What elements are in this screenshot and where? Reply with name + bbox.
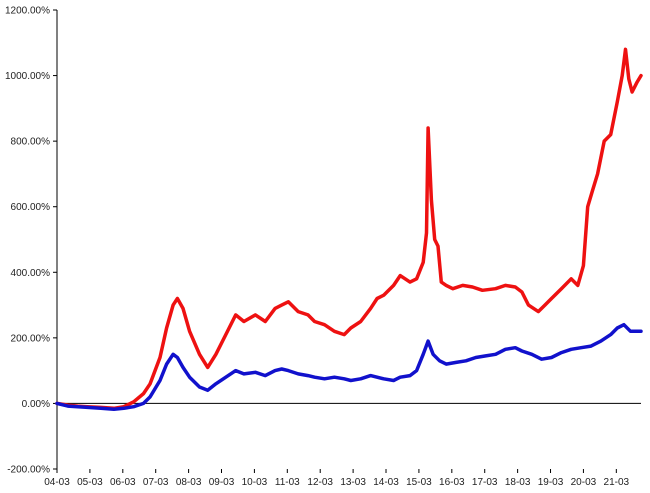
x-tick-label: 06-03 (110, 477, 136, 488)
x-tick-label: 12-03 (307, 477, 333, 488)
y-axis: -200.00% 0.00% 200.00% 400.00% 600.00% 800.00… (5, 6, 58, 476)
x-tick-label: 07-03 (143, 477, 169, 488)
x-tick-label: 04-03 (44, 477, 70, 488)
x-tick-label: 18-03 (505, 477, 531, 488)
x-tick-label: 16-03 (439, 477, 465, 488)
x-tick-label: 11-03 (275, 477, 300, 488)
y-tick-label: 0.00% (22, 399, 50, 410)
y-tick-label: -200.00% (7, 465, 50, 476)
x-tick-label: 13-03 (340, 477, 366, 488)
x-axis: 04-03 05-03 06-03 07-03 08-03 09-03 10-03 11-03… (44, 402, 641, 488)
y-tick-label: 1200.00% (5, 6, 50, 17)
x-tick-label: 19-03 (538, 477, 564, 488)
x-tick-label: 17-03 (472, 477, 498, 488)
x-tick-label: 05-03 (77, 477, 103, 488)
x-tick-label: 08-03 (176, 477, 202, 488)
series-line-2 (55, 322, 643, 412)
x-tick-label: 15-03 (406, 477, 432, 488)
y-tick-label: 600.00% (11, 202, 51, 213)
x-tick-label: 20-03 (571, 477, 597, 488)
y-tick-label: 200.00% (11, 333, 51, 344)
x-tick-label: 14-03 (373, 477, 399, 488)
x-tick-label: 21-03 (604, 477, 630, 488)
x-tick-label: 10-03 (242, 477, 268, 488)
series-line-1 (55, 47, 643, 411)
y-tick-label: 800.00% (11, 137, 51, 148)
y-tick-label: 1000.00% (5, 71, 50, 82)
series-layer (55, 47, 643, 412)
x-tick-label: 09-03 (209, 477, 235, 488)
y-tick-label: 400.00% (11, 268, 51, 279)
